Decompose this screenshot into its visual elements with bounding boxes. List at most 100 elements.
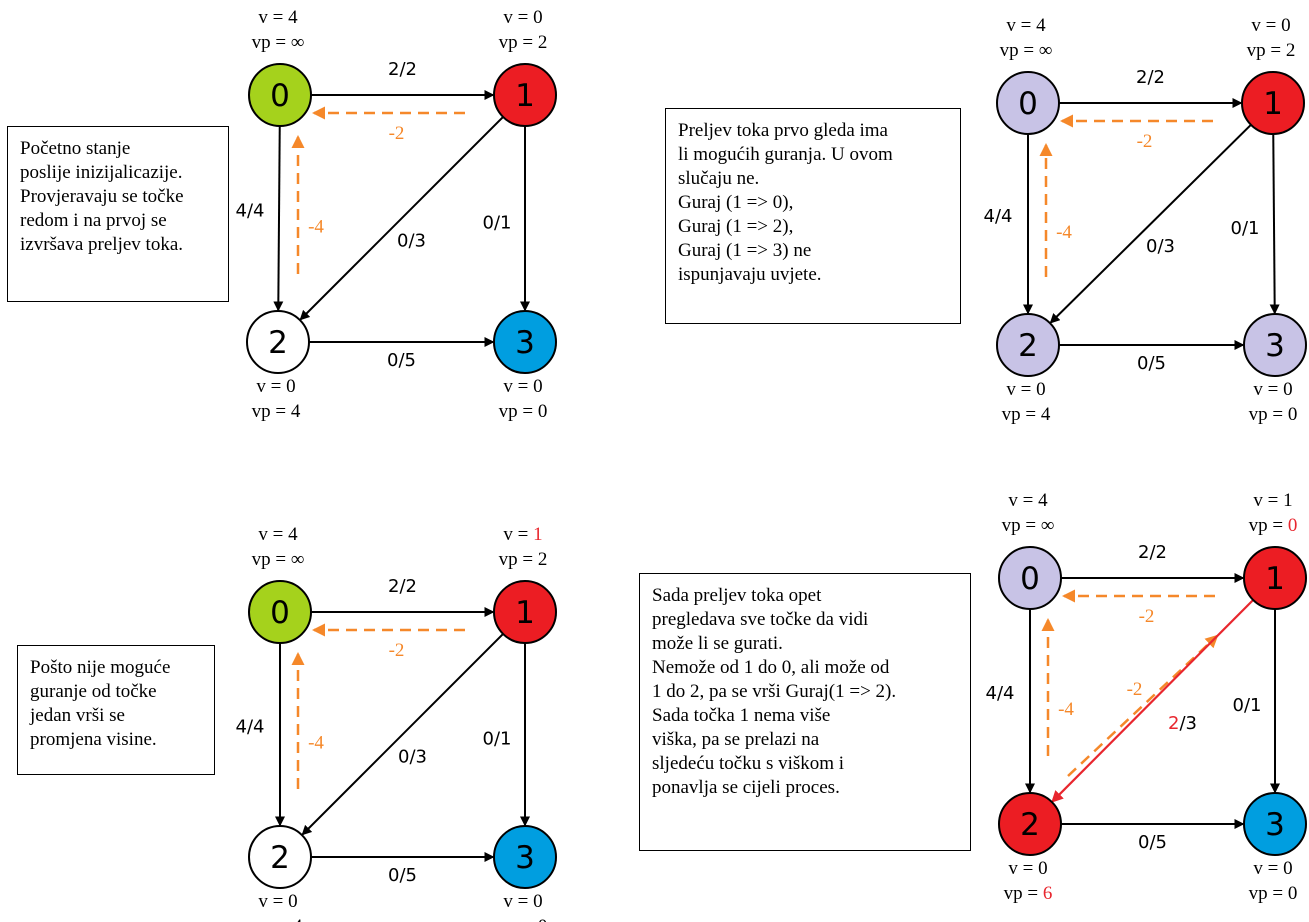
edge-1-2 bbox=[1051, 599, 1254, 803]
node-1 bbox=[493, 63, 557, 127]
node-2-excess: vp = 6 bbox=[1004, 883, 1053, 904]
node-label: 3 bbox=[1265, 328, 1285, 364]
node-3 bbox=[493, 310, 557, 374]
node-2 bbox=[998, 792, 1062, 856]
edge-label-2-3: 0/5 bbox=[1137, 353, 1166, 374]
note-line: Provjeravaju se točke bbox=[20, 186, 184, 207]
node-label: 2 bbox=[1020, 807, 1040, 843]
node-label: 0 bbox=[1018, 86, 1038, 122]
note-line: ispunjavaju uvjete. bbox=[678, 264, 822, 285]
node-label: 1 bbox=[1265, 561, 1285, 597]
node-0-excess: vp = ∞ bbox=[252, 32, 305, 53]
note-line: jedan vrši se bbox=[30, 705, 125, 726]
edge-label-2-3: 0/5 bbox=[1138, 832, 1167, 853]
edge-label-0-1: 2/2 bbox=[388, 576, 417, 597]
note-line: poslije inizijalicazije. bbox=[20, 162, 183, 183]
node-2 bbox=[996, 313, 1060, 377]
node-2-height: v = 0 bbox=[258, 891, 297, 912]
node-0-height: v = 4 bbox=[1008, 490, 1048, 511]
panel-2-description: Preljev toka prvo gleda ima li mogućih gu… bbox=[665, 108, 961, 324]
node-2-height: v = 0 bbox=[1006, 379, 1045, 400]
node-1-excess: vp = 0 bbox=[1249, 515, 1298, 536]
note-line: 1 do 2, pa se vrši Guraj(1 => 2). bbox=[652, 681, 897, 702]
edge-label-0-2: 4/4 bbox=[236, 201, 265, 222]
residual-edge-b21 bbox=[1067, 634, 1219, 777]
edge-1-3 bbox=[1269, 133, 1280, 315]
note-line: li mogućih guranja. U ovom bbox=[678, 144, 893, 165]
node-3-height: v = 0 bbox=[1253, 379, 1292, 400]
residual-edge-label: -2 bbox=[1139, 606, 1155, 627]
node-2-excess: vp = 4 bbox=[1002, 404, 1051, 425]
node-1-excess: vp = 2 bbox=[499, 32, 548, 53]
node-0-excess: vp = ∞ bbox=[1002, 515, 1055, 536]
note-line: Guraj (1 => 3) ne bbox=[678, 240, 812, 261]
edge-1-2 bbox=[301, 633, 504, 836]
note-line: redom i na prvoj se bbox=[20, 210, 167, 231]
node-label: 2 bbox=[1018, 328, 1038, 364]
node-label: 2 bbox=[268, 325, 288, 361]
note-line: Sada preljev toka opet bbox=[652, 585, 822, 606]
edge-0-2 bbox=[273, 125, 284, 312]
node-0-excess: vp = ∞ bbox=[1000, 40, 1053, 61]
node-1 bbox=[493, 580, 557, 644]
panel-1: -2 -4 2/2 4/4 0/3 0/1 0/5 0 v = 4 vp = ∞ 1 v = 0 vp … bbox=[236, 7, 557, 422]
node-1-height: v = 0 bbox=[503, 7, 542, 28]
node-label: 3 bbox=[1265, 807, 1285, 843]
edge-label-2-3: 0/5 bbox=[387, 350, 416, 371]
node-label: 0 bbox=[270, 595, 290, 631]
node-3-excess: vp = 0 bbox=[1249, 883, 1298, 904]
residual-edge-label: -4 bbox=[308, 733, 324, 754]
edge-label-0-1: 2/2 bbox=[1136, 67, 1165, 88]
node-2-height: v = 0 bbox=[256, 376, 295, 397]
node-0 bbox=[996, 71, 1060, 135]
residual-edge-label: -4 bbox=[1058, 699, 1074, 720]
node-label: 2 bbox=[270, 840, 290, 876]
note-line: ponavlja se cijeli proces. bbox=[652, 777, 840, 798]
note-line: Preljev toka prvo gleda ima bbox=[678, 120, 888, 141]
edge-label-0-1: 2/2 bbox=[1138, 542, 1167, 563]
node-label: 1 bbox=[515, 78, 535, 114]
note-line: promjena visine. bbox=[30, 729, 157, 750]
edge-label-1-3: 0/1 bbox=[1233, 695, 1262, 716]
node-3 bbox=[1243, 792, 1307, 856]
note-line: može li se gurati. bbox=[652, 633, 783, 654]
edge-label-0-1: 2/2 bbox=[388, 59, 417, 80]
edge-label-1-2: 0/3 bbox=[1146, 236, 1175, 257]
panel-3-description: Pošto nije moguće guranje od točke jedan v… bbox=[17, 645, 215, 775]
node-3-height: v = 0 bbox=[503, 376, 542, 397]
note-line: Pošto nije moguće bbox=[30, 657, 171, 678]
node-1 bbox=[1241, 71, 1305, 135]
node-label: 1 bbox=[1263, 86, 1283, 122]
note-line: Guraj (1 => 2), bbox=[678, 216, 794, 237]
edge-label-0-2: 4/4 bbox=[236, 717, 265, 738]
edge-label-0-2: 4/4 bbox=[986, 683, 1015, 704]
panel-1-description: Početno stanje poslije inizijalicazije. Pr… bbox=[7, 126, 229, 302]
node-0-excess: vp = ∞ bbox=[252, 549, 305, 570]
node-1-height: v = 1 bbox=[1253, 490, 1292, 511]
note-line: pregledava sve točke da vidi bbox=[652, 609, 869, 630]
panel-3: -2 -4 2/2 4/4 0/3 0/1 0/5 0 v = 4 vp = ∞ 1 v = 1 vp … bbox=[236, 524, 557, 922]
residual-edge-label: -2 bbox=[1137, 131, 1153, 152]
note-line: slučaju ne. bbox=[678, 168, 760, 189]
edge-1-2 bbox=[299, 116, 504, 321]
node-1-excess: vp = 2 bbox=[1247, 40, 1296, 61]
edge-label-1-2: 0/3 bbox=[397, 231, 426, 252]
node-label: 3 bbox=[515, 325, 535, 361]
node-1-excess: vp = 2 bbox=[499, 549, 548, 570]
residual-edge-label: -2 bbox=[389, 640, 405, 661]
node-label: 0 bbox=[1020, 561, 1040, 597]
note-line: viška, pa se prelazi na bbox=[652, 729, 820, 750]
note-line: Sada točka 1 nema više bbox=[652, 705, 831, 726]
node-0-height: v = 4 bbox=[258, 524, 298, 545]
edge-label-0-2: 4/4 bbox=[984, 206, 1013, 227]
note-line: Početno stanje bbox=[20, 138, 131, 159]
residual-edge-label: -2 bbox=[1127, 679, 1143, 700]
edge-label-1-3: 0/1 bbox=[1231, 218, 1260, 239]
panel-4: -2 -4 -2 2/2 4/4 2/3 0/1 0/5 0 v = 4 vp = ∞ 1 v = 1 v… bbox=[986, 490, 1307, 904]
node-3 bbox=[1243, 313, 1307, 377]
edge-label-1-2: 0/3 bbox=[398, 747, 427, 768]
residual-edge-label: -4 bbox=[1056, 222, 1072, 243]
note-line: sljedeću točku s viškom i bbox=[652, 753, 845, 774]
